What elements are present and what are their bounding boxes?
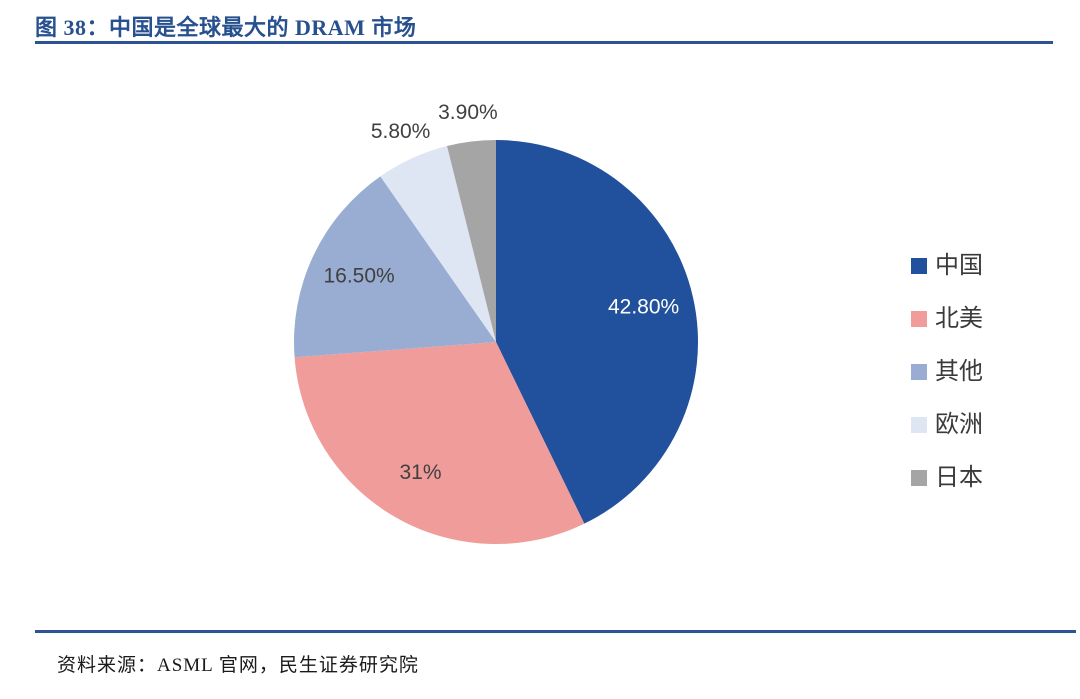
pie-data-label-欧洲: 5.80%: [371, 120, 431, 143]
legend-item-中国: 中国: [911, 250, 983, 282]
legend-item-北美: 北美: [911, 303, 983, 335]
legend-swatch-icon: [911, 470, 927, 486]
pie-slice-日本: [446, 140, 496, 342]
pie-data-label-北美: 31%: [399, 461, 441, 484]
source-note: 资料来源：ASML 官网，民生证券研究院: [57, 655, 419, 676]
pie-slice-中国: [496, 140, 699, 524]
pie-data-label-日本: 3.90%: [438, 101, 498, 124]
title-underline-rule: [35, 41, 1053, 44]
legend-label: 欧洲: [935, 412, 983, 438]
pie-data-label-其他: 16.50%: [323, 265, 394, 288]
pie-slice-北美: [294, 342, 585, 545]
legend-swatch-icon: [911, 258, 927, 274]
legend-item-欧洲: 欧洲: [911, 409, 983, 441]
pie-slice-欧洲: [380, 146, 496, 342]
pie-slice-其他: [293, 176, 496, 358]
legend-label: 北美: [935, 306, 983, 332]
figure-title: 图 38：中国是全球最大的 DRAM 市场: [35, 15, 417, 40]
legend-swatch-icon: [911, 311, 927, 327]
legend-item-日本: 日本: [911, 462, 983, 494]
legend-label: 中国: [935, 253, 983, 279]
chart-legend: 中国北美其他欧洲日本: [911, 250, 983, 515]
legend-label: 日本: [935, 465, 983, 491]
legend-label: 其他: [935, 359, 983, 385]
source-divider-rule: [35, 630, 1076, 633]
pie-data-label-中国: 42.80%: [608, 296, 679, 319]
legend-swatch-icon: [911, 417, 927, 433]
legend-swatch-icon: [911, 364, 927, 380]
legend-item-其他: 其他: [911, 356, 983, 388]
